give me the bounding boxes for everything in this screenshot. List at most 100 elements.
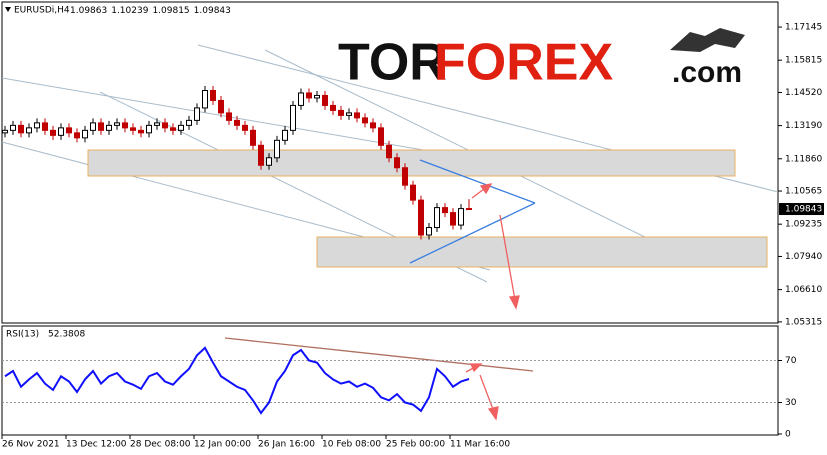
- candle-body: [138, 129, 144, 134]
- candle-body: [82, 129, 88, 139]
- candle-body: [362, 117, 368, 124]
- candle-body: [98, 122, 104, 131]
- candle-body: [130, 127, 136, 131]
- logo-text: TOR: [338, 34, 447, 92]
- candle-body: [34, 122, 40, 129]
- candle-body: [410, 184, 416, 201]
- candle-body: [426, 227, 432, 236]
- candle-body: [26, 127, 32, 134]
- x-tick-label: 11 Mar 16:00: [450, 440, 510, 450]
- indicator-name: RSI(13): [6, 330, 39, 340]
- candle-body: [434, 207, 440, 229]
- y-tick-label: 1.17145: [785, 23, 822, 33]
- y-tick-label: 1.15815: [785, 56, 822, 66]
- x-tick-label: 10 Feb 08:00: [322, 440, 381, 450]
- candle-body: [282, 129, 288, 141]
- candle-body: [18, 124, 24, 134]
- candle-body: [274, 139, 280, 159]
- ohlc-value: 1.09843: [194, 6, 231, 16]
- candle-body: [2, 129, 8, 134]
- candle-body: [146, 124, 152, 134]
- candle-body: [402, 167, 408, 186]
- candle-body: [66, 127, 72, 134]
- candle-body: [250, 129, 256, 146]
- candle-body: [450, 212, 456, 226]
- candle-body: [298, 92, 304, 106]
- indicator-value: 52.3808: [48, 330, 85, 340]
- candle-body: [330, 104, 336, 111]
- candle-body: [418, 199, 424, 236]
- resistance-zone: [87, 149, 736, 177]
- candle-body: [202, 89, 208, 109]
- candle-body: [42, 122, 48, 131]
- candle-body: [338, 109, 344, 116]
- price-panel: [1, 1, 779, 324]
- candle-body: [210, 89, 216, 101]
- x-tick-label: 26 Jan 16:00: [258, 440, 315, 450]
- candle-body: [458, 208, 464, 226]
- ohlc-value: 1.09863: [70, 6, 107, 16]
- x-tick-label: 26 Nov 2021: [2, 440, 60, 450]
- candle-body: [10, 124, 16, 131]
- candle-body: [290, 104, 296, 131]
- logo-icon: [670, 28, 745, 52]
- candle-body: [394, 157, 400, 169]
- candle-body: [122, 122, 128, 129]
- candle-body: [162, 122, 168, 129]
- logo-text: FOREX: [434, 34, 613, 92]
- candle-body: [314, 94, 320, 99]
- candle-body: [178, 124, 184, 131]
- candle-body: [466, 208, 472, 211]
- rsi-tick-label: 30: [785, 398, 797, 408]
- candle-body: [114, 122, 120, 126]
- ohlc-header: 1.09863 1.10239 1.09815 1.09843: [70, 6, 231, 16]
- y-tick-label: 1.10565: [785, 187, 822, 197]
- candle-body: [170, 127, 176, 131]
- candle-body: [442, 207, 448, 214]
- candle-body: [234, 119, 240, 126]
- rsi-line: [4, 346, 470, 415]
- header-icon: [5, 7, 11, 12]
- candle-body: [106, 124, 112, 131]
- candle-body: [346, 112, 352, 116]
- y-tick-label: 1.06610: [785, 285, 822, 295]
- logo-text: .com: [672, 56, 742, 89]
- rsi-tick-label: 0: [785, 430, 791, 440]
- rsi-panel: [1, 325, 779, 436]
- candle-body: [354, 112, 360, 119]
- candle-body: [322, 94, 328, 106]
- y-tick-label: 1.11860: [785, 154, 822, 164]
- ohlc-value: 1.10239: [111, 6, 148, 16]
- candle-body: [378, 127, 384, 146]
- candle-body: [58, 127, 64, 136]
- forecast-arrows: [224, 183, 534, 421]
- rsi-tick-label: 70: [785, 356, 797, 366]
- candle-body: [242, 124, 248, 131]
- triangle: [409, 159, 536, 264]
- candle-body: [386, 144, 392, 159]
- candle-body: [90, 122, 96, 131]
- candle-body: [74, 132, 80, 139]
- y-tick-label: 1.07940: [785, 252, 822, 262]
- x-tick-label: 25 Feb 00:00: [386, 440, 445, 450]
- price-label-bg: [779, 203, 824, 216]
- y-tick-label: 1.05315: [785, 317, 822, 327]
- candle-body: [194, 107, 200, 121]
- candle-body: [266, 157, 272, 166]
- ohlc-value: 1.09815: [152, 6, 189, 16]
- y-tick-label: 1.09235: [785, 220, 822, 230]
- candle-body: [258, 144, 264, 166]
- x-tick-label: 28 Dec 08:00: [130, 440, 191, 450]
- x-tick-label: 13 Dec 12:00: [66, 440, 127, 450]
- y-tick-label: 1.13190: [785, 121, 822, 131]
- candle-body: [186, 119, 192, 126]
- candle-body: [50, 129, 56, 136]
- symbol: EURUSDi,H4: [14, 6, 70, 16]
- y-tick-label: 1.14520: [785, 88, 822, 98]
- x-tick-label: 12 Jan 00:00: [194, 440, 251, 450]
- support-zone: [316, 236, 768, 268]
- candle-body: [306, 92, 312, 99]
- candle-body: [370, 122, 376, 129]
